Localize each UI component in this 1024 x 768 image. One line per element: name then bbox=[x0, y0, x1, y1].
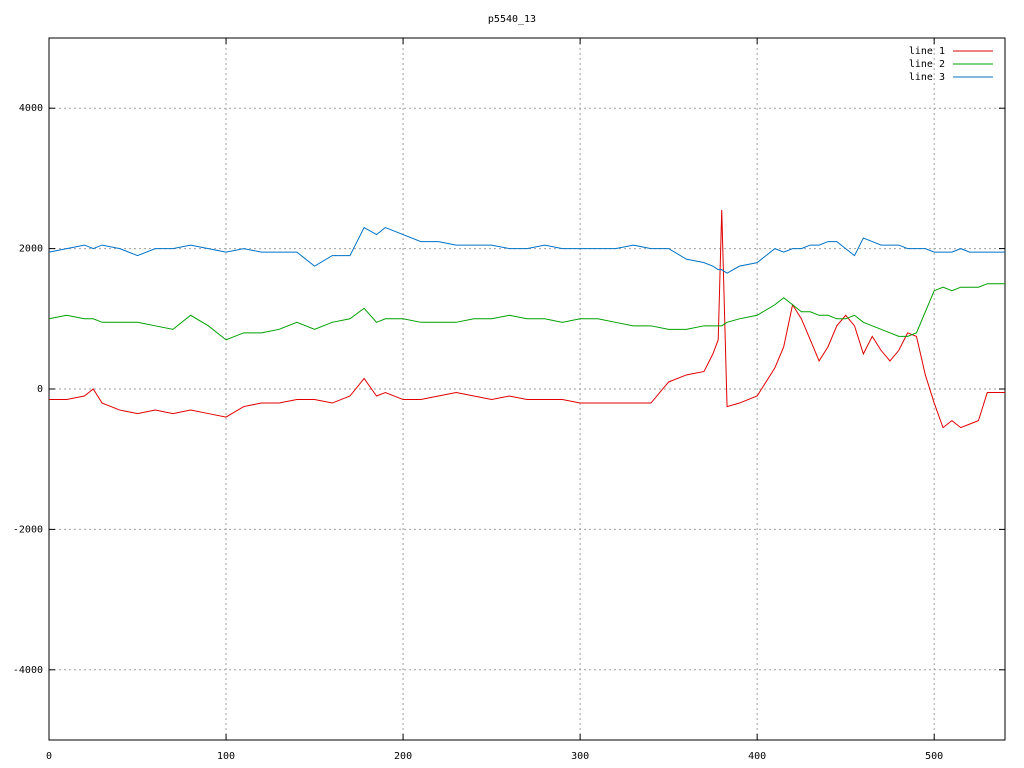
plot-frame bbox=[48, 37, 1006, 741]
legend-label: line 3 bbox=[909, 72, 945, 83]
series-line bbox=[48, 283, 1005, 341]
x-tick-label: 300 bbox=[571, 751, 589, 762]
y-tick-label: 4000 bbox=[19, 103, 43, 114]
chart-title: p5540_13 bbox=[488, 14, 536, 25]
y-tick-label: 2000 bbox=[19, 244, 43, 255]
x-tick-label: 100 bbox=[217, 751, 235, 762]
y-tick-label: -4000 bbox=[13, 665, 43, 676]
series-line bbox=[49, 209, 1005, 429]
y-tick-label: 0 bbox=[37, 384, 43, 395]
x-tick-label: 400 bbox=[748, 751, 766, 762]
legend-label: line 2 bbox=[909, 59, 945, 70]
legend-label: line 1 bbox=[909, 46, 945, 57]
y-tick-label: -2000 bbox=[13, 524, 43, 535]
x-tick-label: 200 bbox=[394, 751, 412, 762]
series-line bbox=[48, 226, 1005, 274]
x-tick-label: 500 bbox=[925, 751, 943, 762]
x-tick-label: 0 bbox=[46, 751, 52, 762]
